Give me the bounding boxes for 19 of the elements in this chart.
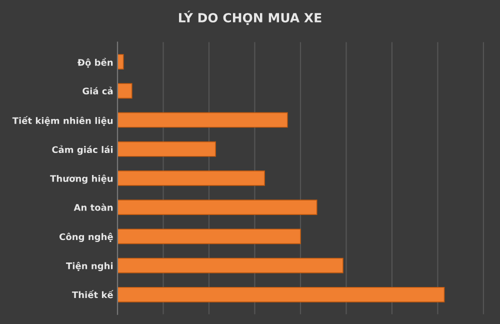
bar	[118, 141, 216, 157]
bar	[118, 258, 344, 274]
y-tick-label: An toàn	[74, 204, 113, 211]
bar	[118, 228, 301, 244]
y-tick-label: Thương hiệu	[50, 174, 113, 184]
y-tick-label: Giá cả	[82, 86, 113, 94]
y-tick-label: Độ bền	[78, 58, 113, 68]
bar	[118, 83, 132, 99]
y-tick-label: Thiết kế	[72, 290, 114, 298]
bar	[118, 170, 265, 186]
y-tick-label: Tiện nghi	[66, 262, 113, 272]
y-tick-label: Công nghệ	[59, 232, 113, 242]
bar	[118, 54, 124, 70]
chart-title: LÝ DO CHỌN MUA XE	[179, 10, 322, 25]
bar	[118, 112, 288, 128]
bar	[118, 286, 445, 302]
y-tick-label: Cảm giác lái	[52, 145, 113, 155]
bar	[118, 200, 318, 216]
y-tick-label: Tiết kiệm nhiên liệu	[12, 116, 113, 126]
